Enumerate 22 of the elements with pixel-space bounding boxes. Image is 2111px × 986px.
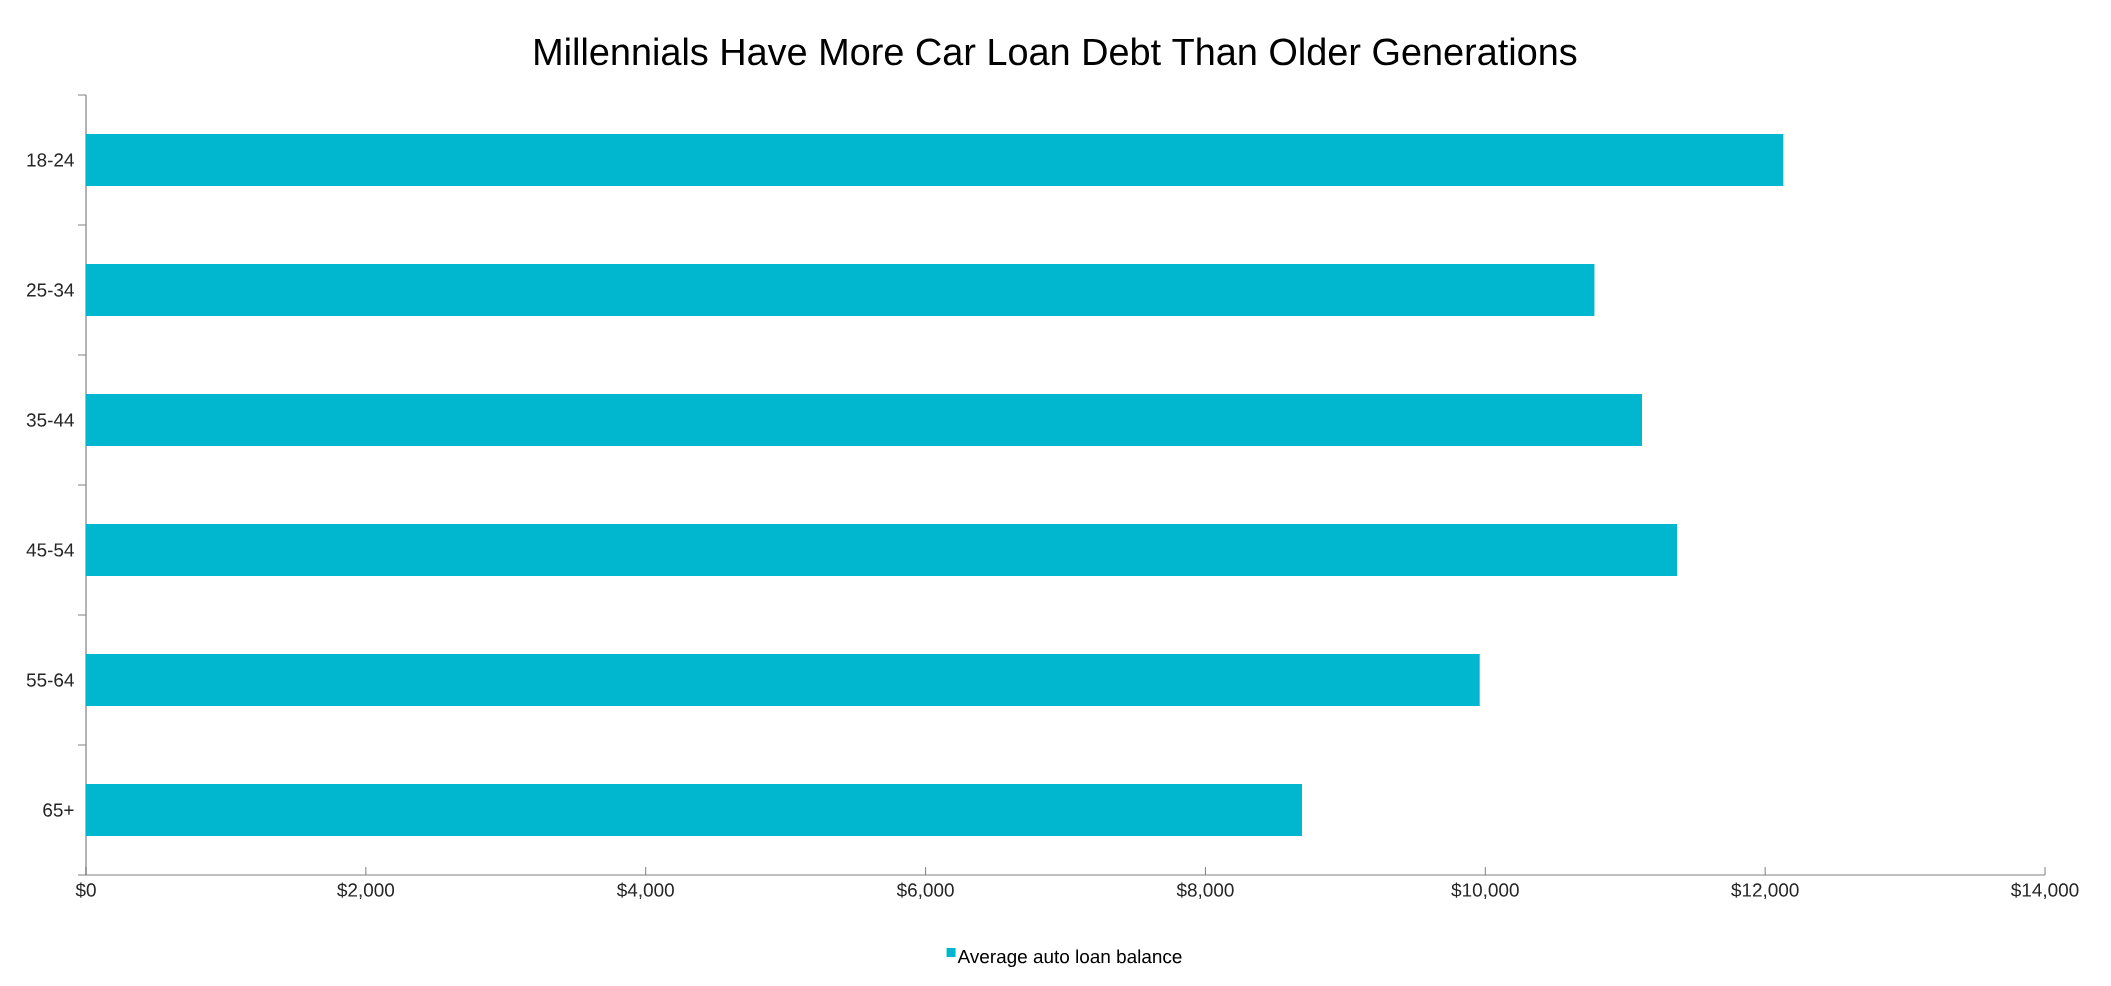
x-tick-label: $2,000 — [337, 882, 395, 899]
bar — [86, 134, 1784, 186]
y-tick-label: 25-34 — [27, 283, 74, 297]
y-tick-label: 45-54 — [26, 543, 74, 557]
bar — [86, 654, 1480, 707]
x-tick-label: $6,000 — [896, 882, 954, 899]
y-tick-label: 55-64 — [26, 673, 74, 687]
y-tick-label: 35-44 — [26, 413, 74, 427]
bar — [86, 524, 1677, 577]
bar — [86, 394, 1643, 447]
chart-title: Millennials Have More Car Loan Debt Than Older Generations — [535, 37, 1577, 66]
x-tick-label: $4,000 — [616, 882, 674, 899]
x-tick-label: $0 — [75, 882, 96, 898]
legend-label: Average auto loan balance — [957, 949, 1182, 968]
bar — [86, 784, 1302, 837]
x-tick-label: $10,000 — [1451, 882, 1519, 899]
y-tick-label: 18-24 — [27, 153, 74, 167]
y-tick-label: 65+ — [43, 803, 74, 817]
bar — [86, 264, 1595, 316]
x-tick-label: $12,000 — [1731, 882, 1799, 899]
x-tick-label: $8,000 — [1176, 882, 1234, 899]
x-tick-label: $14,000 — [2011, 882, 2079, 899]
